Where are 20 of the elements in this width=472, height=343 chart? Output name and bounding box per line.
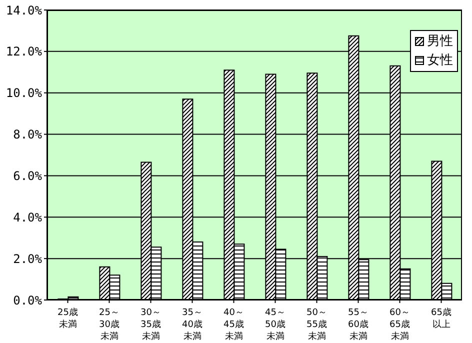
y-tick-label: 14.0%: [6, 3, 43, 18]
y-tick-label: 4.0%: [13, 210, 43, 224]
y-tick-label: 6.0%: [13, 168, 43, 183]
x-tick-label: 45～50歳未満: [265, 308, 286, 342]
x-tick-label: 30～35歳未満: [140, 308, 161, 342]
x-tick-label: 65歳以上: [431, 307, 452, 330]
x-tick-label: 25歳未満: [58, 307, 78, 330]
y-tick-label: 10.0%: [6, 86, 43, 100]
y-tick-label: 2.0%: [13, 252, 43, 266]
y-tick-label: 0.0%: [13, 293, 43, 308]
y-tick-label: 12.0%: [6, 44, 43, 59]
x-tick-label: 40～45歳未満: [224, 308, 244, 342]
x-tick-label: 55～60歳未満: [348, 308, 368, 342]
x-tick-label: 60～65歳未満: [390, 308, 410, 342]
x-tick-label: 50～55歳未満: [306, 308, 327, 342]
y-tick-label: 8.0%: [13, 128, 43, 142]
x-tick-label: 35～40歳未満: [182, 308, 202, 342]
legend-label: 女性: [427, 52, 453, 70]
x-tick-label: 25～30歳未満: [99, 308, 120, 342]
legend-label: 男性: [427, 33, 453, 51]
